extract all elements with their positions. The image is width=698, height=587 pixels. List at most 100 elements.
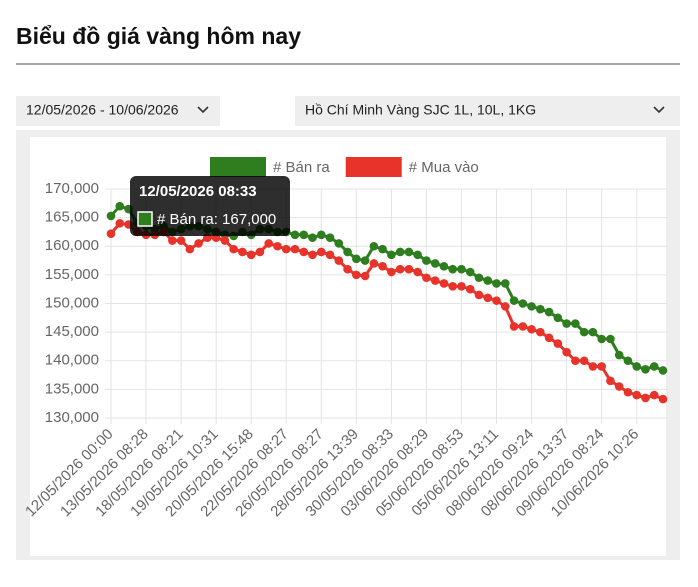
date-range-select[interactable]	[16, 96, 220, 126]
point	[579, 356, 589, 366]
page-title: Biểu đồ giá vàng hôm nay	[16, 23, 301, 49]
tooltip-swatch	[137, 211, 153, 227]
point	[457, 282, 466, 291]
point	[579, 327, 589, 337]
point	[544, 307, 554, 317]
point	[308, 233, 317, 242]
tooltip-title: 12/05/2026 08:33	[139, 183, 257, 200]
point	[369, 241, 379, 251]
point	[422, 273, 431, 283]
product-select[interactable]	[295, 96, 680, 126]
point	[544, 333, 554, 343]
legend-swatch	[210, 157, 266, 177]
y-tick-label: 160,000	[45, 237, 99, 254]
point	[439, 279, 449, 288]
point	[387, 250, 396, 260]
point	[264, 239, 274, 248]
point	[115, 219, 125, 228]
chevron	[653, 106, 665, 114]
point	[623, 356, 633, 366]
point	[536, 304, 545, 314]
point	[334, 256, 344, 265]
y-tick-label: 145,000	[45, 323, 99, 340]
point	[457, 264, 466, 274]
point	[352, 254, 361, 264]
point	[316, 230, 326, 240]
point	[641, 393, 650, 403]
point	[413, 267, 422, 277]
series-line	[109, 221, 664, 401]
point	[588, 327, 598, 337]
point	[325, 233, 335, 242]
point	[518, 299, 528, 308]
point	[413, 250, 422, 260]
point	[378, 261, 387, 271]
y-tick-label: 150,000	[45, 294, 99, 311]
point	[465, 267, 475, 277]
point	[518, 322, 528, 331]
point	[492, 296, 501, 305]
point	[343, 264, 352, 274]
point	[246, 250, 256, 260]
legend-label: # Bán ra	[273, 159, 330, 176]
point	[500, 302, 510, 311]
legend-swatch	[345, 157, 402, 177]
y-tick-label: 155,000	[45, 266, 99, 283]
point	[430, 276, 440, 285]
point	[238, 247, 247, 257]
point	[614, 382, 624, 391]
point	[369, 259, 379, 268]
tooltip: 12/05/2026 08:33 # Bán ra: 167,000	[130, 176, 290, 236]
point	[597, 362, 606, 371]
point	[404, 264, 414, 274]
point	[527, 302, 536, 311]
point	[658, 394, 668, 404]
point	[641, 365, 650, 374]
date-range-text: 12/05/2026 - 10/06/2026	[26, 102, 179, 118]
point	[422, 256, 431, 265]
point	[606, 334, 615, 344]
point	[352, 270, 361, 280]
point	[229, 244, 238, 254]
point	[492, 279, 501, 288]
point	[658, 366, 668, 375]
point	[360, 271, 370, 281]
product-text: Hồ Chí Minh Vàng SJC 1L, 10L, 1KG	[305, 102, 536, 118]
point	[509, 296, 519, 305]
point	[106, 229, 116, 238]
y-tick-label: 130,000	[45, 409, 99, 426]
point	[588, 362, 598, 371]
point	[299, 230, 309, 240]
point	[562, 319, 571, 328]
point	[387, 267, 396, 277]
point	[185, 244, 195, 254]
point	[553, 339, 563, 348]
point	[325, 250, 335, 260]
point	[571, 319, 580, 328]
point	[623, 387, 633, 397]
point	[255, 247, 265, 257]
point	[571, 356, 580, 366]
point	[308, 250, 317, 260]
point	[483, 276, 493, 285]
point	[220, 236, 230, 245]
point	[290, 244, 300, 254]
point	[430, 259, 440, 268]
point	[536, 327, 545, 337]
point	[562, 347, 571, 357]
point	[334, 239, 344, 248]
point	[106, 211, 116, 221]
y-tick-label: 140,000	[45, 352, 99, 369]
legend-label: # Mua vào	[409, 159, 479, 176]
point	[360, 256, 370, 265]
tooltip-label: # Bán ra: 167,000	[157, 211, 276, 228]
point	[465, 284, 475, 294]
point	[500, 279, 510, 288]
point	[395, 264, 405, 274]
point	[632, 390, 642, 400]
point	[448, 282, 458, 291]
point	[527, 324, 536, 334]
point	[649, 362, 659, 371]
point	[176, 236, 186, 245]
